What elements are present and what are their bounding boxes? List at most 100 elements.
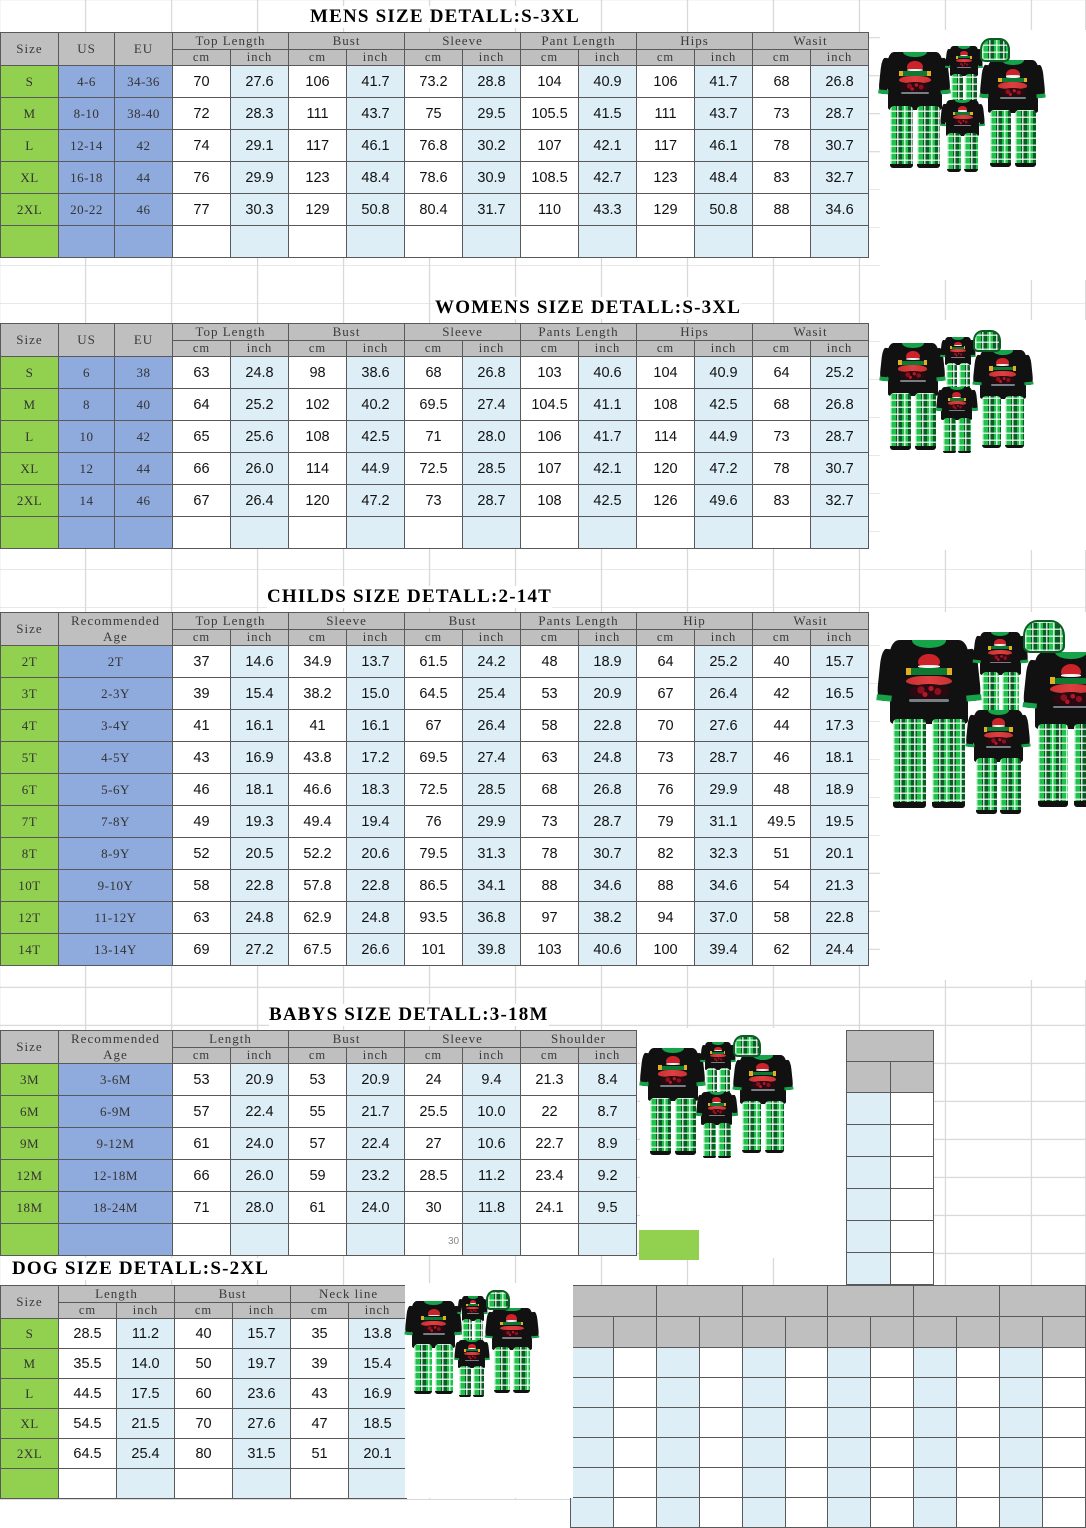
plaid-beanie[interactable]: [980, 38, 1010, 62]
value-cell[interactable]: 38.2: [288, 677, 348, 710]
pajama-top[interactable]: [879, 342, 947, 397]
santa-hat-icon[interactable]: [991, 718, 1006, 727]
left-cuff[interactable]: [945, 65, 951, 68]
value-cell[interactable]: 26.4: [229, 484, 290, 517]
value-cell[interactable]: 18.3: [346, 773, 406, 806]
right-ankle[interactable]: [1073, 800, 1086, 807]
age-cell[interactable]: 9-12M: [58, 1127, 173, 1160]
pajama-top[interactable]: [965, 709, 1032, 763]
left-sleeve[interactable]: [940, 103, 949, 127]
pajama-top[interactable]: [972, 631, 1028, 676]
pajama-top[interactable]: [700, 1042, 736, 1071]
value-cell[interactable]: 17.2: [346, 741, 406, 774]
group-header-childs-2[interactable]: Bust: [404, 612, 522, 630]
value-cell[interactable]: 61: [288, 1191, 348, 1224]
value-cell[interactable]: 58: [172, 869, 231, 902]
value-cell[interactable]: 18.5: [348, 1408, 408, 1439]
age-cell[interactable]: 14: [58, 484, 115, 517]
empty-age-cell[interactable]: [58, 225, 115, 258]
merry-banner[interactable]: [1049, 677, 1086, 684]
tagline-text[interactable]: [751, 1089, 775, 1091]
empty-unit-header[interactable]: [784, 1316, 829, 1348]
empty-cell[interactable]: [810, 225, 870, 258]
value-cell[interactable]: 76: [172, 161, 231, 194]
empty-cell[interactable]: [655, 1467, 700, 1498]
christmas-script[interactable]: [947, 400, 966, 405]
christmas-script[interactable]: [898, 365, 928, 372]
empty-cell[interactable]: [784, 1497, 829, 1528]
value-cell[interactable]: 21.3: [810, 869, 870, 902]
value-cell[interactable]: 48: [752, 773, 812, 806]
merry-banner[interactable]: [658, 1065, 688, 1071]
age-cell[interactable]: 12-18M: [58, 1159, 173, 1192]
value-cell[interactable]: 78: [520, 837, 580, 870]
table-row[interactable]: 3T 2-3Y 39 15.4 38.2 15.0 64.5 25.4 53 20.9 67 26.4…: [0, 677, 870, 710]
table-row[interactable]: 2XL 64.5 25.4 80 31.5 51 20.1: [0, 1438, 408, 1469]
value-cell[interactable]: 80: [174, 1438, 234, 1469]
value-cell[interactable]: 64.5: [404, 677, 464, 710]
value-cell[interactable]: 108: [636, 388, 696, 421]
empty-cell[interactable]: [404, 1223, 464, 1256]
left-ankle[interactable]: [702, 1155, 716, 1159]
collar[interactable]: [949, 387, 964, 390]
value-cell[interactable]: 28.5: [462, 773, 522, 806]
left-ankle[interactable]: [889, 445, 911, 450]
value-cell[interactable]: 27.6: [694, 709, 754, 742]
plaid-pants[interactable]: [976, 758, 1021, 815]
collar[interactable]: [661, 1047, 684, 1053]
value-cell[interactable]: 72.5: [404, 452, 464, 485]
empty-unit-header[interactable]: [655, 1316, 700, 1348]
christmas-graphic[interactable]: [947, 392, 967, 412]
size-cell[interactable]: M: [0, 1348, 59, 1379]
value-cell[interactable]: 129: [288, 193, 348, 226]
right-cuff[interactable]: [530, 1334, 539, 1339]
unit-header-dog-0-1[interactable]: inch: [115, 1302, 176, 1319]
age-cell[interactable]: 7-8Y: [58, 805, 173, 838]
value-cell[interactable]: 19.7: [232, 1348, 292, 1379]
group-header-womens-1[interactable]: Bust: [288, 323, 406, 341]
empty-cell[interactable]: [288, 225, 348, 258]
christmas-script[interactable]: [950, 349, 966, 353]
header-babys-col0[interactable]: Size: [0, 1030, 59, 1064]
ornament-cluster[interactable]: [467, 1308, 479, 1314]
empty-cell[interactable]: [612, 1437, 657, 1468]
value-cell[interactable]: 82: [636, 837, 696, 870]
value-cell[interactable]: 83: [752, 484, 812, 517]
value-cell[interactable]: 88: [520, 869, 580, 902]
table-title-childs[interactable]: CHILDS SIZE DETALL:2-14T: [267, 586, 553, 608]
header-mens-col2[interactable]: EU: [114, 32, 173, 66]
plaid-pants[interactable]: [947, 133, 979, 172]
empty-row[interactable]: [570, 1347, 1086, 1378]
empty-row[interactable]: [570, 1377, 1086, 1408]
left-cuff[interactable]: [457, 1311, 463, 1314]
santa-hat-icon[interactable]: [1060, 664, 1082, 677]
table-row[interactable]: 12M 12-18M 66 26.0 59 23.2 28.5 11.2 23.4 9.2: [0, 1159, 638, 1192]
empty-cell[interactable]: [655, 1377, 700, 1408]
size-cell[interactable]: 6M: [0, 1095, 59, 1128]
value-cell[interactable]: 80.4: [404, 193, 464, 226]
size-cell[interactable]: 12T: [0, 901, 59, 934]
value-cell[interactable]: 104: [520, 65, 580, 98]
empty-cell[interactable]: [172, 516, 231, 549]
size-cell[interactable]: L: [0, 129, 59, 162]
left-leg[interactable]: [976, 758, 997, 815]
empty-cell[interactable]: [741, 1347, 786, 1378]
value-cell[interactable]: 27.6: [229, 65, 290, 98]
plaid-pants[interactable]: [989, 109, 1036, 167]
collar[interactable]: [911, 640, 947, 648]
empty-eu-cell[interactable]: [114, 225, 173, 258]
pajama-set[interactable]: [972, 350, 1034, 452]
empty-unit-header[interactable]: [999, 1316, 1043, 1348]
value-cell[interactable]: 20.6: [346, 837, 406, 870]
plaid-pants[interactable]: [413, 1344, 454, 1394]
value-cell[interactable]: 108: [520, 484, 580, 517]
christmas-graphic[interactable]: [898, 61, 933, 95]
value-cell[interactable]: 23.2: [346, 1159, 406, 1192]
unit-header-childs-1-0[interactable]: cm: [288, 629, 348, 646]
size-cell[interactable]: 10T: [0, 869, 59, 902]
value-cell[interactable]: 42.1: [578, 452, 638, 485]
value-cell[interactable]: 64.5: [58, 1438, 117, 1469]
value-cell[interactable]: 40.6: [578, 356, 638, 389]
value-cell[interactable]: 64: [636, 645, 696, 678]
value-cell[interactable]: 66: [172, 1159, 231, 1192]
